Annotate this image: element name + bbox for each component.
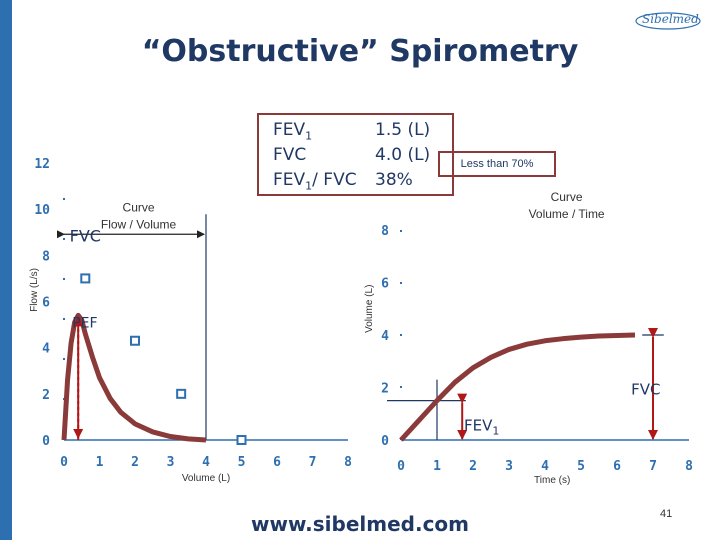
x-tick-label: 5 <box>238 455 246 470</box>
stat-label: FEV1 <box>273 120 313 143</box>
stats-frame <box>257 113 454 196</box>
x-tick-label: 4 <box>541 459 549 474</box>
y-axis-label: Flow (L/s) <box>29 268 40 312</box>
y-axis-label: Volume (L) <box>364 285 375 333</box>
sibelmed-logo: Sibelmed <box>630 8 706 36</box>
pef-label: PEF <box>72 315 97 331</box>
x-tick-label: 6 <box>273 455 281 470</box>
x-tick-label: 2 <box>131 455 139 470</box>
y-tick-label: 6 <box>381 277 389 292</box>
x-axis-label: Time (s) <box>534 475 570 486</box>
x-tick-label: 0 <box>397 459 405 474</box>
x-axis-label: Volume (L) <box>182 473 230 484</box>
x-tick-label: 3 <box>505 459 513 474</box>
y-tick-label: 2 <box>381 382 389 397</box>
stat-value: 1.5 (L) <box>375 120 431 140</box>
chart-title: Curve Flow / Volume <box>101 200 177 231</box>
x-tick-label: 1 <box>433 459 441 474</box>
y-tick-label: 0 <box>42 434 50 449</box>
y-tick-label: 8 <box>42 249 50 264</box>
x-tick-label: 6 <box>613 459 621 474</box>
x-tick-label: 8 <box>685 459 693 474</box>
fev1-label: FEV1 <box>464 417 499 438</box>
y-tick-label: 12 <box>34 157 50 172</box>
stat-label: FEV1/ FVC <box>273 170 357 193</box>
chart-title: Curve Volume / Time <box>529 190 605 221</box>
left-accent-bar <box>0 0 12 540</box>
y-tick-label: 2 <box>42 388 50 403</box>
x-tick-label: 7 <box>649 459 657 474</box>
data-marker <box>236 435 247 445</box>
x-tick-label: 7 <box>309 455 317 470</box>
volume-time-curve <box>399 332 636 442</box>
spirometry-stats: FEV1 1.5 (L) FVC 4.0 (L) FEV1/ FVC 38% <box>273 118 463 193</box>
y-tick-label: 8 <box>381 224 389 239</box>
y-tick-label: 4 <box>381 329 389 344</box>
y-tick-label: 6 <box>42 296 50 311</box>
stat-value-ratio: 38% <box>375 170 413 190</box>
y-tick-label: 0 <box>381 434 389 449</box>
website-url: www.sibelmed.com <box>251 512 469 536</box>
x-tick-label: 3 <box>167 455 175 470</box>
logo-text: Sibelmed <box>642 12 699 26</box>
x-tick-label: 4 <box>202 455 210 470</box>
x-tick-label: 5 <box>577 459 585 474</box>
data-marker <box>130 335 140 346</box>
stat-row-fev1: FEV1 1.5 (L) <box>273 118 463 143</box>
stat-value: 4.0 (L) <box>375 145 431 165</box>
page-number: 41 <box>660 508 673 520</box>
y-tick-label: 10 <box>34 203 50 218</box>
x-tick-label: 8 <box>344 455 352 470</box>
slide-title: “Obstructive” Spirometry <box>141 34 579 69</box>
flow-volume-curve <box>61 312 207 443</box>
data-marker <box>80 273 91 284</box>
stat-label: FVC <box>273 145 307 165</box>
x-tick-label: 1 <box>96 455 104 470</box>
data-marker <box>176 388 187 399</box>
logo-swoosh-icon <box>635 12 701 30</box>
fvc-label: FVC <box>631 380 660 398</box>
x-tick-label: 0 <box>60 455 68 470</box>
stat-row-fvc: FVC 4.0 (L) <box>273 143 463 168</box>
x-tick-label: 2 <box>469 459 477 474</box>
volume-time-chart: 0 1 2 3 4 5 6 7 8 0 2 4 6 8 Time (s) Volume (L) Curve Vol… <box>364 190 693 486</box>
y-tick-label: 4 <box>42 342 50 357</box>
stat-row-ratio: FEV1/ FVC 38% <box>273 168 463 193</box>
fvc-label: FVC <box>70 226 101 245</box>
threshold-note: Less than 70% <box>438 151 556 177</box>
